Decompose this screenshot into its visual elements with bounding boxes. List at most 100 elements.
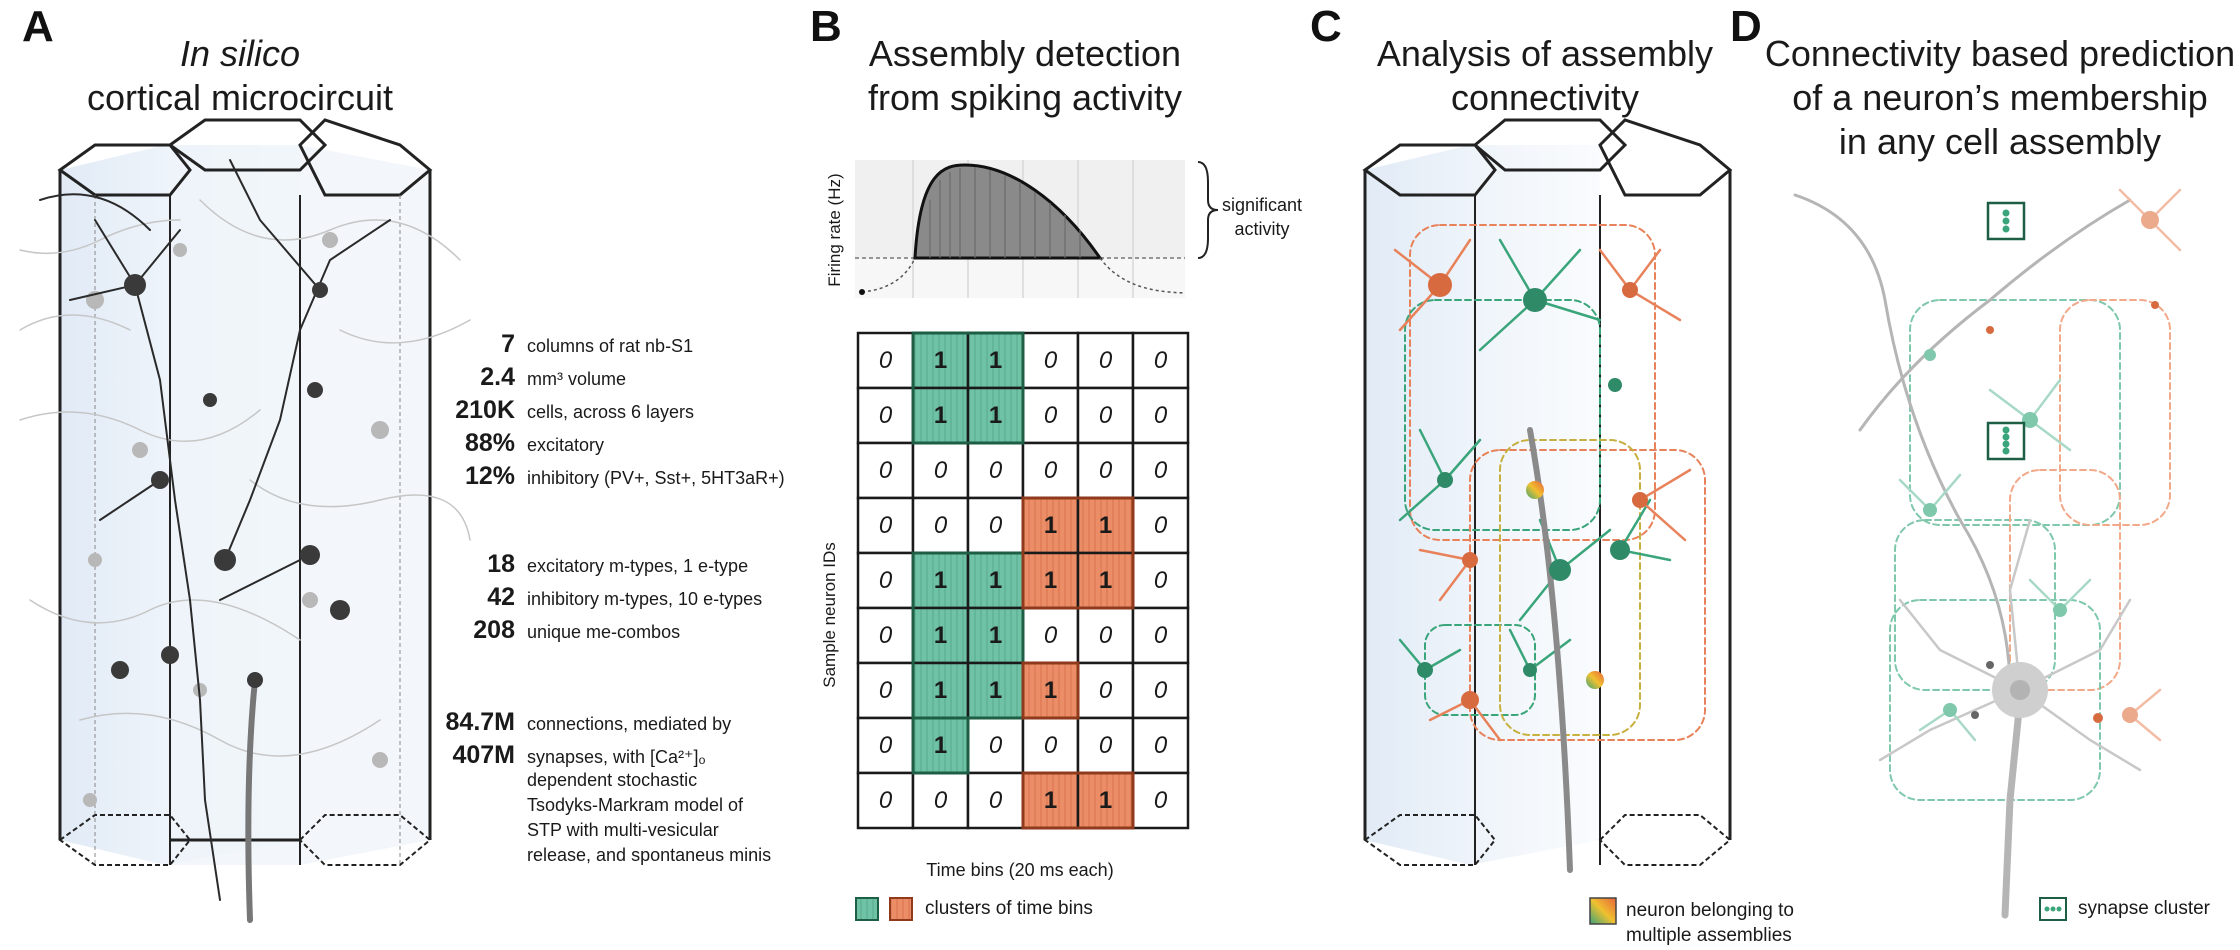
synapse-note-line: Tsodyks-Markram model of xyxy=(527,795,744,815)
panel-letter-a: A xyxy=(22,2,54,51)
raster-grid xyxy=(856,331,1190,830)
raster-cell-bg xyxy=(1076,551,1135,610)
brace-label-line1: significant xyxy=(1222,195,1303,215)
raster-cell: 0 xyxy=(878,456,893,484)
stat-value: 208 xyxy=(473,616,515,644)
stat-desc: cells, across 6 layers xyxy=(527,402,695,422)
stat-desc: inhibitory m-types, 10 e-types xyxy=(527,589,763,609)
raster-cell: 0 xyxy=(878,511,893,539)
raster-cell: 1 xyxy=(933,566,948,594)
synapse-cluster-box-mid xyxy=(1986,421,2026,461)
firing-rate-plot xyxy=(855,160,1219,298)
raster-cell: 0 xyxy=(1043,456,1058,484)
raster-cell: 0 xyxy=(988,511,1003,539)
panel-b-title-line1: Assembly detection xyxy=(868,33,1182,74)
raster-cell: 0 xyxy=(878,731,893,759)
raster-cell: 0 xyxy=(1153,346,1168,374)
stat-row: 2.4 mm³ volume xyxy=(395,363,626,392)
raster-cell: 0 xyxy=(878,676,893,704)
stat-desc: excitatory m-types, 1 e-type xyxy=(527,556,749,576)
raster-ylabel: Sample neuron IDs xyxy=(820,542,839,688)
panel-d-title: Connectivity based prediction of a neuro… xyxy=(1760,32,2240,164)
raster-cell: 1 xyxy=(988,346,1003,374)
raster-cell: 0 xyxy=(1153,566,1168,594)
assembly-neurons xyxy=(1393,224,1706,873)
raster-cell-bg xyxy=(1131,386,1190,445)
panel-b-title: Assembly detection from spiking activity xyxy=(845,32,1205,120)
synapse-cluster-box-top xyxy=(1986,201,2026,241)
cluster-outline xyxy=(911,331,1025,445)
raster-cell: 0 xyxy=(988,786,1003,814)
raster-cell: 0 xyxy=(1153,621,1168,649)
legend-swatch-orange xyxy=(889,897,913,921)
raster-cell: 1 xyxy=(988,621,1003,649)
stat-value: 210K xyxy=(455,396,515,424)
raster-cell: 0 xyxy=(1098,621,1113,649)
brace-label: significant activity xyxy=(1222,193,1302,241)
cluster-outline xyxy=(1021,661,1080,720)
stat-desc: columns of rat nb-S1 xyxy=(527,336,694,356)
raster-cell: 0 xyxy=(1043,621,1058,649)
raster-cell: 1 xyxy=(1098,786,1113,814)
cluster-outline xyxy=(1021,496,1135,610)
raster-cell: 1 xyxy=(988,566,1003,594)
raster-cell-bg xyxy=(856,661,915,720)
stat-value: 42 xyxy=(487,583,515,611)
raster-cell: 1 xyxy=(1043,676,1058,704)
panel-a-title-line2: cortical microcircuit xyxy=(86,77,394,118)
raster-cell: 0 xyxy=(1153,511,1168,539)
raster-cell: 1 xyxy=(933,731,948,759)
raster-cell: 1 xyxy=(933,401,948,429)
raster-cell-bg xyxy=(856,496,915,555)
stat-row: 407M synapses, with [Ca²⁺]ₒ xyxy=(395,741,705,770)
panel-d-title-line1: Connectivity based prediction xyxy=(1764,33,2236,74)
panel-c-title: Analysis of assembly connectivity xyxy=(1345,32,1745,120)
legend-c-line2: multiple assemblies xyxy=(1626,925,1792,946)
raster-cell: 1 xyxy=(1098,511,1113,539)
raster-cell-bg xyxy=(966,661,1025,720)
raster-cell: 0 xyxy=(878,566,893,594)
panel-b-title-line2: from spiking activity xyxy=(867,77,1183,118)
raster-cell-bg xyxy=(856,771,915,830)
raster-cell: 0 xyxy=(1153,676,1168,704)
cluster-outline xyxy=(1021,771,1135,830)
raster-cell-bg xyxy=(966,551,1025,610)
legend-d-label: synapse cluster xyxy=(2078,898,2211,919)
raster-cell: 1 xyxy=(1043,511,1058,539)
stat-row: 208 unique me-combos xyxy=(395,616,680,645)
raster-cell: 0 xyxy=(1098,346,1113,374)
stat-desc: excitatory xyxy=(527,435,605,455)
synapse-note-line: dependent stochastic xyxy=(527,770,698,790)
stat-row: 210K cells, across 6 layers xyxy=(395,396,694,425)
stat-value: 2.4 xyxy=(480,363,515,391)
stat-desc: mm³ volume xyxy=(527,369,627,389)
raster-cell-bg xyxy=(1131,441,1190,500)
panel-d-title-line3: in any cell assembly xyxy=(1838,121,2162,162)
neuron-morphologies xyxy=(19,159,471,923)
raster-cell-bg xyxy=(911,661,970,720)
raster-cell: 0 xyxy=(1098,401,1113,429)
raster-cell: 0 xyxy=(988,731,1003,759)
raster-cell: 0 xyxy=(1098,731,1113,759)
stat-value: 12% xyxy=(464,462,515,490)
raster-cell-bg xyxy=(1131,661,1190,720)
raster-cell-bg xyxy=(1076,331,1135,390)
stat-value: 88% xyxy=(464,429,515,457)
panel-c-title-line2: connectivity xyxy=(1450,77,1640,118)
panel-letter-c: C xyxy=(1310,2,1342,51)
stat-row: 18 excitatory m-types, 1 e-type xyxy=(395,550,748,579)
cluster-outline xyxy=(911,716,970,775)
stat-row: 84.7M connections, mediated by xyxy=(395,708,732,737)
stat-value: 407M xyxy=(452,741,515,769)
raster-cell: 0 xyxy=(988,456,1003,484)
raster-xlabel: Time bins (20 ms each) xyxy=(926,860,1114,880)
raster-cell: 0 xyxy=(878,621,893,649)
raster-cell: 1 xyxy=(933,346,948,374)
panel-a-title-line1: In silico xyxy=(179,33,301,74)
panel-d-title-line2: of a neuron’s membership xyxy=(1792,77,2208,118)
legend-multi-swatch xyxy=(1589,897,1617,925)
raster-cell: 0 xyxy=(878,786,893,814)
raster-cell-bg xyxy=(966,771,1025,830)
stat-row: 7 columns of rat nb-S1 xyxy=(395,330,693,359)
